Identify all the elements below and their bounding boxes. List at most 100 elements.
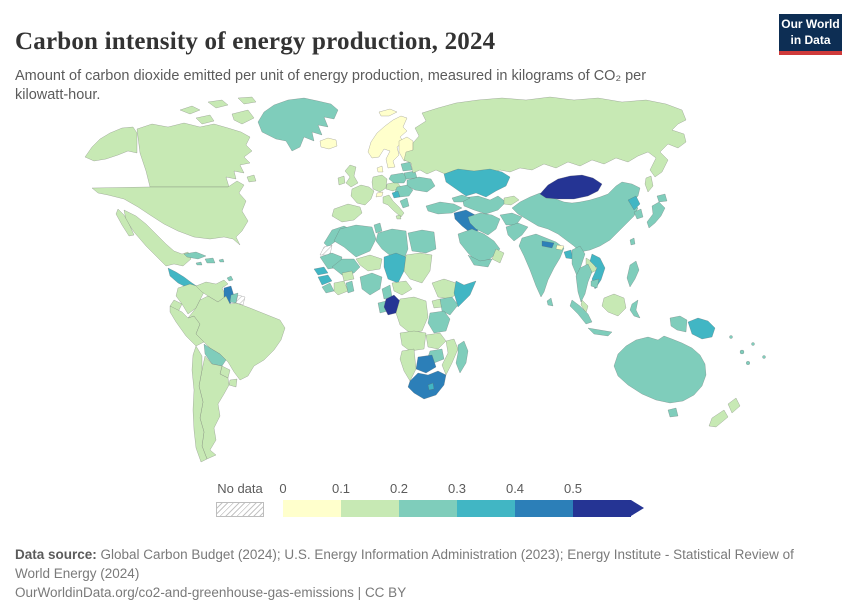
country-mongolia[interactable] — [540, 175, 602, 199]
country-baltics[interactable] — [401, 162, 412, 171]
country-philippines[interactable] — [627, 261, 639, 287]
legend-bin-5[interactable] — [573, 500, 631, 517]
country-japan-hokkaido[interactable] — [657, 194, 667, 202]
country-united-states[interactable] — [92, 181, 248, 245]
legend-tick-2: 0.2 — [390, 481, 408, 496]
legend-bin-2[interactable] — [399, 500, 457, 517]
country-indonesia-sumatra[interactable] — [570, 300, 592, 324]
legend-tick-4: 0.4 — [506, 481, 524, 496]
country-indonesia-sulawesi[interactable] — [630, 300, 640, 318]
legend-arrow-cap — [631, 500, 644, 516]
country-papua-new-guinea[interactable] — [688, 318, 715, 339]
country-new-zealand-north[interactable] — [728, 398, 740, 413]
logo-line-1: Our World — [779, 17, 842, 33]
country-tunisia[interactable] — [374, 223, 382, 233]
country-canada-island[interactable] — [238, 97, 256, 104]
country-australia[interactable] — [614, 336, 706, 403]
country-angola[interactable] — [400, 331, 426, 351]
legend-tick-5: 0.5 — [564, 481, 582, 496]
country-indonesia-java[interactable] — [588, 328, 612, 336]
country-puerto-rico[interactable] — [219, 259, 224, 262]
country-switzerland[interactable] — [376, 192, 383, 197]
country-tasmania[interactable] — [668, 408, 678, 417]
country-nigeria[interactable] — [360, 273, 382, 295]
logo-line-2: in Data — [779, 33, 842, 49]
country-kazakhstan[interactable] — [444, 169, 510, 197]
legend-tick-3: 0.3 — [448, 481, 466, 496]
country-japan[interactable] — [647, 202, 665, 228]
country-canada[interactable] — [137, 123, 252, 187]
country-borneo[interactable] — [602, 294, 626, 316]
country-egypt[interactable] — [408, 230, 436, 253]
legend-bin-4[interactable] — [515, 500, 573, 517]
country-iberia[interactable] — [332, 204, 362, 222]
legend-bin-3[interactable] — [457, 500, 515, 517]
country-tanzania[interactable] — [428, 311, 450, 333]
country-united-kingdom[interactable] — [345, 165, 358, 187]
country-niger[interactable] — [356, 255, 382, 271]
country-canada-island[interactable] — [247, 175, 256, 182]
country-ireland[interactable] — [338, 176, 345, 185]
country-pacific-island[interactable] — [746, 361, 750, 365]
country-alaska[interactable] — [85, 127, 137, 161]
footer-url-link[interactable]: OurWorldinData.org/co2-and-greenhouse-ga… — [15, 585, 354, 600]
country-pacific-island[interactable] — [752, 343, 755, 346]
country-madagascar[interactable] — [456, 341, 468, 373]
country-pacific-island[interactable] — [763, 356, 766, 359]
country-new-zealand-south[interactable] — [709, 410, 728, 427]
country-south-africa[interactable] — [408, 371, 446, 399]
country-zambia[interactable] — [426, 333, 446, 349]
country-senegal[interactable] — [314, 267, 328, 275]
country-denmark[interactable] — [377, 166, 383, 172]
footer-source-label: Data source: — [15, 547, 97, 562]
country-trinidad[interactable] — [227, 276, 233, 281]
owid-logo[interactable]: Our World in Data — [779, 14, 842, 55]
country-canada-island[interactable] — [232, 110, 254, 124]
country-jamaica[interactable] — [196, 262, 202, 265]
country-pacific-island[interactable] — [730, 336, 733, 339]
legend-color-bar — [283, 500, 631, 517]
country-italy[interactable] — [383, 195, 404, 217]
country-hispaniola[interactable] — [205, 258, 215, 263]
country-russia[interactable] — [404, 97, 686, 177]
country-greece[interactable] — [400, 198, 409, 208]
legend-bin-1[interactable] — [341, 500, 399, 517]
country-drc[interactable] — [396, 297, 428, 333]
country-pacific-island[interactable] — [740, 350, 744, 354]
country-iceland[interactable] — [320, 138, 337, 149]
country-burkina-faso[interactable] — [342, 271, 354, 281]
country-central-african-republic[interactable] — [392, 281, 412, 295]
legend-no-data-swatch[interactable] — [216, 502, 264, 517]
country-kyrgyzstan-tajikistan[interactable] — [504, 196, 519, 205]
legend-tick-1: 0.1 — [332, 481, 350, 496]
footer-separator: | — [354, 585, 365, 600]
page-title: Carbon intensity of energy production, 2… — [15, 28, 715, 56]
country-botswana[interactable] — [416, 355, 436, 373]
country-namibia[interactable] — [400, 349, 416, 381]
country-canada-island[interactable] — [208, 100, 228, 108]
country-sicily[interactable] — [396, 215, 401, 219]
country-mozambique[interactable] — [442, 339, 458, 375]
world-map — [0, 95, 850, 480]
country-sri-lanka[interactable] — [547, 298, 553, 306]
country-taiwan[interactable] — [630, 238, 635, 245]
country-canada-island[interactable] — [180, 106, 200, 114]
country-uruguay[interactable] — [229, 379, 237, 387]
country-indonesia-papua[interactable] — [670, 316, 687, 332]
footer-source: Data source: Global Carbon Budget (2024)… — [15, 545, 831, 584]
country-sudan[interactable] — [404, 253, 432, 283]
country-france[interactable] — [351, 185, 374, 205]
country-svalbard[interactable] — [379, 109, 397, 116]
legend-bin-0[interactable] — [283, 500, 341, 517]
country-bangladesh[interactable] — [564, 250, 573, 259]
footer-license-link[interactable]: CC BY — [365, 585, 406, 600]
country-somalia[interactable] — [454, 281, 476, 307]
footer-source-text: Global Carbon Budget (2024); U.S. Energy… — [15, 547, 794, 582]
country-germany[interactable] — [372, 175, 387, 192]
country-chad[interactable] — [384, 253, 406, 283]
country-algeria[interactable] — [334, 225, 376, 257]
country-india[interactable] — [519, 234, 564, 297]
country-canada-island[interactable] — [196, 115, 214, 124]
legend-no-data-label: No data — [214, 481, 266, 496]
country-sakhalin[interactable] — [645, 176, 653, 192]
